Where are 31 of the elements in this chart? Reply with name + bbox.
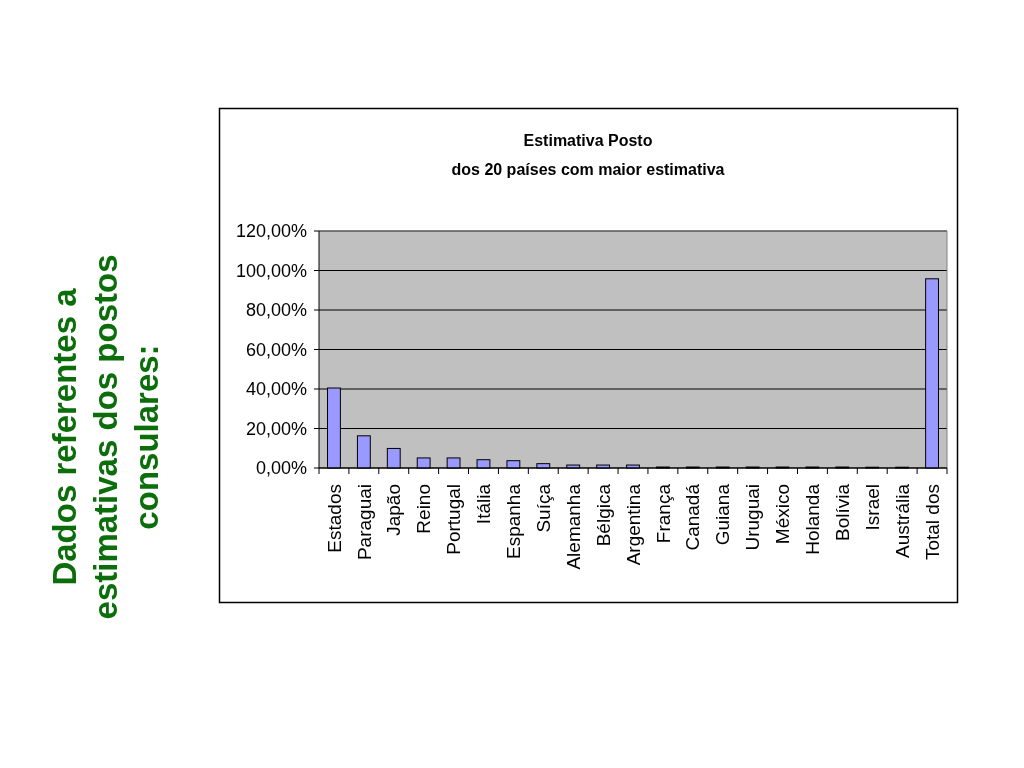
x-tick-label: Reino	[413, 484, 435, 534]
x-tick-label: Itália	[473, 483, 495, 525]
x-tick-label: Bélgica	[592, 483, 614, 547]
x-tick-label: Espanha	[503, 483, 525, 560]
x-tick-label: Suíça	[532, 483, 554, 533]
y-tick-label: 60,00%	[245, 339, 307, 360]
x-tick-label: Guiana	[712, 483, 734, 546]
x-tick-label: Argentina	[622, 483, 644, 566]
x-tick-label: Israel	[861, 484, 883, 531]
x-tick-label: Bolívia	[831, 483, 853, 542]
x-tick-label: Uruguai	[742, 484, 764, 551]
x-tick-label: Alemanha	[562, 483, 584, 570]
x-tick-label: Canadá	[682, 483, 704, 551]
x-tick-label: México	[772, 484, 794, 545]
y-tick-label: 80,00%	[245, 300, 307, 321]
x-tick-label: Holanda	[802, 483, 824, 555]
chart-subtitle: dos 20 países com maior estimativa	[451, 161, 725, 178]
text: Dados referentes a estimativas dos postos consulares:	[46, 254, 165, 620]
y-tick-label: 100,00%	[235, 260, 307, 281]
x-tick-label: Estados	[323, 484, 345, 553]
x-tick-label: Paraguai	[353, 484, 375, 561]
x-tick-label: França	[652, 483, 674, 544]
y-tick-label: 20,00%	[245, 418, 307, 439]
x-tick-label: Portugal	[443, 484, 465, 555]
y-tick-label: 120,00%	[235, 221, 307, 242]
y-tick-label: 0,00%	[255, 458, 307, 479]
x-tick-label: Total dos	[921, 484, 943, 561]
x-tick-label: Japão	[383, 484, 405, 536]
x-tick-label: Austrália	[891, 483, 913, 558]
chart-title: Estimativa Posto	[523, 132, 653, 149]
y-tick-label: 40,00%	[245, 379, 307, 400]
